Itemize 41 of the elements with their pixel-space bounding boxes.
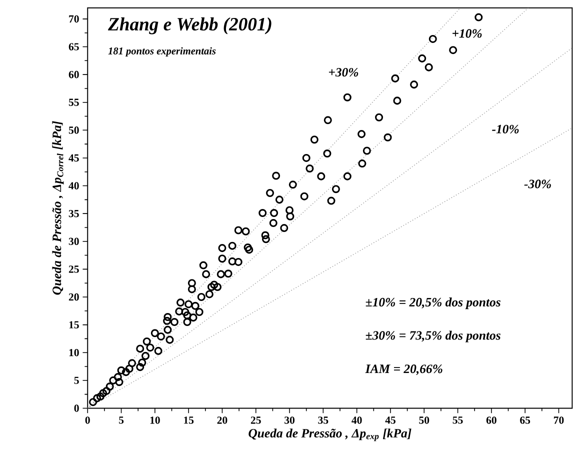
x-tick-label: 0 — [85, 416, 90, 424]
x-tick-label: 10 — [150, 416, 160, 424]
annotation: +30% — [328, 68, 358, 77]
x-tick-label: 65 — [520, 416, 530, 424]
y-tick-label: 55 — [68, 98, 79, 106]
y-tick-label: 50 — [68, 126, 79, 134]
x-axis-title: Queda de Pressão , Δp$_{exp}$ [kPa] — [248, 428, 412, 442]
x-tick-label: 5 — [119, 416, 124, 424]
y-tick-label: 70 — [69, 15, 79, 23]
annotation: -10% — [492, 124, 519, 134]
y-tick-label: 15 — [69, 321, 79, 328]
x-tick-label: 55 — [452, 416, 463, 424]
chart-title: Zhang e Webb (2001) — [108, 17, 272, 34]
y-tick-label: 35 — [68, 210, 79, 218]
y-tick-label: 25 — [68, 266, 79, 273]
x-tick-label: 35 — [318, 416, 328, 424]
text: 181 pontos experimentais — [108, 47, 216, 57]
annotation: ±10% = 20,5% dos pontos — [366, 298, 500, 310]
x-tick-label: 40 — [352, 416, 362, 424]
x-tick-label: 60 — [486, 416, 496, 424]
x-tick-label: 25 — [250, 416, 261, 424]
y-tick-label: 60 — [68, 70, 79, 78]
annotation: IAM = 20,66% — [365, 364, 442, 376]
x-tick-label: 30 — [284, 416, 294, 424]
annotation: ±30% = 73,5% dos pontos — [366, 330, 500, 342]
annotation: -30% — [524, 180, 551, 188]
y-axis-title: Queda de Pressão , Δp$_{Correl}$ [kPa] — [52, 121, 64, 295]
x-tick-label: 15 — [184, 416, 194, 424]
y-tick-label: 0 — [74, 404, 79, 412]
x-tick-label: 45 — [385, 416, 396, 424]
y-tick-label: 5 — [74, 376, 79, 384]
annotation: +10% — [452, 29, 482, 38]
y-tick-label: 40 — [68, 182, 79, 190]
y-tick-label: 20 — [68, 293, 79, 301]
x-tick-label: 20 — [217, 416, 228, 424]
y-tick-label: 45 — [68, 154, 79, 162]
y-tick-label: 65 — [68, 43, 79, 50]
x-tick-label: 50 — [419, 416, 430, 424]
x-tick-label: 70 — [554, 416, 564, 424]
y-tick-label: 10 — [69, 349, 79, 356]
y-tick-label: 30 — [68, 238, 79, 246]
